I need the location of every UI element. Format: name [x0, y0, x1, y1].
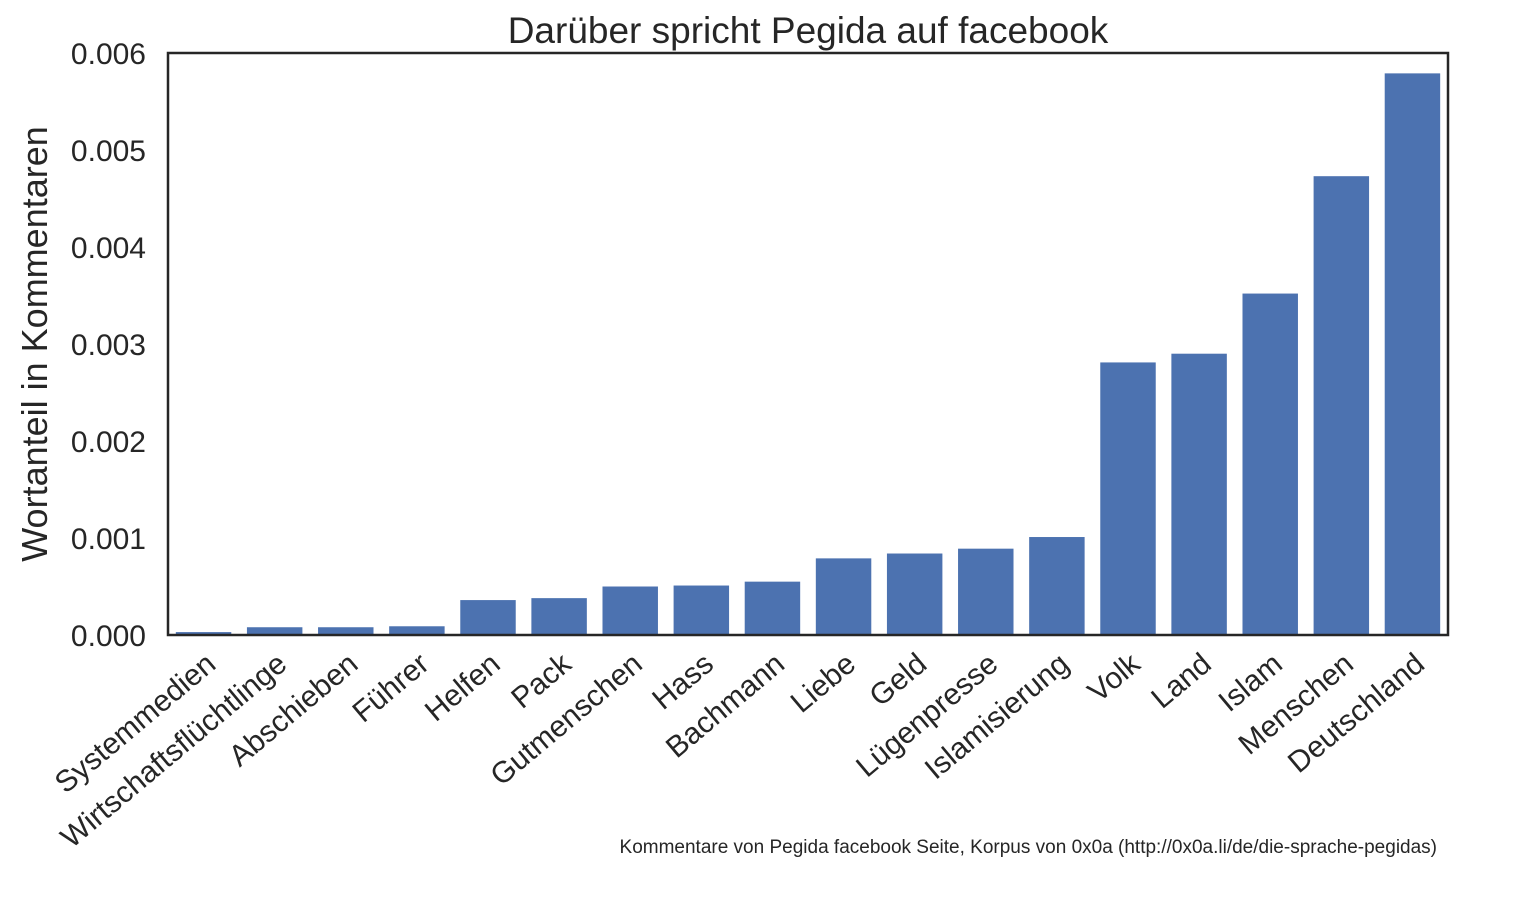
y-axis-label: Wortanteil in Kommentaren: [14, 126, 55, 562]
source-note: Kommentare von Pegida facebook Seite, Ko…: [620, 837, 1437, 858]
bar: [815, 558, 872, 635]
bar: [1242, 293, 1298, 635]
bar: [673, 585, 730, 635]
bar: [744, 581, 801, 635]
bar: [175, 632, 232, 635]
bar: [1384, 73, 1441, 636]
x-tick-label: Helfen: [419, 647, 507, 728]
y-tick-label: 0.003: [71, 329, 146, 362]
x-tick-label: Führer: [346, 647, 435, 729]
bar: [246, 627, 303, 635]
plot-frame: [166, 51, 1450, 637]
y-axis-ticks: 0.000 0.001 0.002 0.003 0.004 0.005 0.006: [71, 38, 146, 653]
y-tick-label: 0.005: [71, 135, 146, 168]
bar: [1313, 176, 1370, 635]
bar: [531, 598, 587, 635]
bar: [958, 548, 1014, 635]
x-axis-ticks: SystemmedienWirtschaftsflüchtlingeAbschi…: [49, 646, 1431, 854]
chart-title: Darüber spricht Pegida auf facebook: [508, 10, 1109, 51]
bar: [886, 553, 943, 635]
bars: [175, 73, 1441, 636]
y-tick-label: 0.006: [71, 38, 146, 71]
bar: [460, 600, 516, 635]
bar: [318, 627, 374, 635]
bar: [1171, 353, 1227, 635]
bar: [389, 626, 445, 635]
x-tick-label: Volk: [1082, 646, 1147, 708]
bar: [1029, 537, 1085, 635]
bar: [1100, 362, 1156, 635]
y-tick-label: 0.002: [71, 426, 146, 459]
x-tick-label: Liebe: [785, 647, 862, 719]
y-tick-label: 0.000: [71, 620, 146, 653]
y-tick-label: 0.001: [71, 523, 146, 556]
bar: [602, 586, 658, 635]
x-tick-label: Land: [1145, 647, 1217, 715]
y-tick-label: 0.004: [71, 232, 146, 265]
